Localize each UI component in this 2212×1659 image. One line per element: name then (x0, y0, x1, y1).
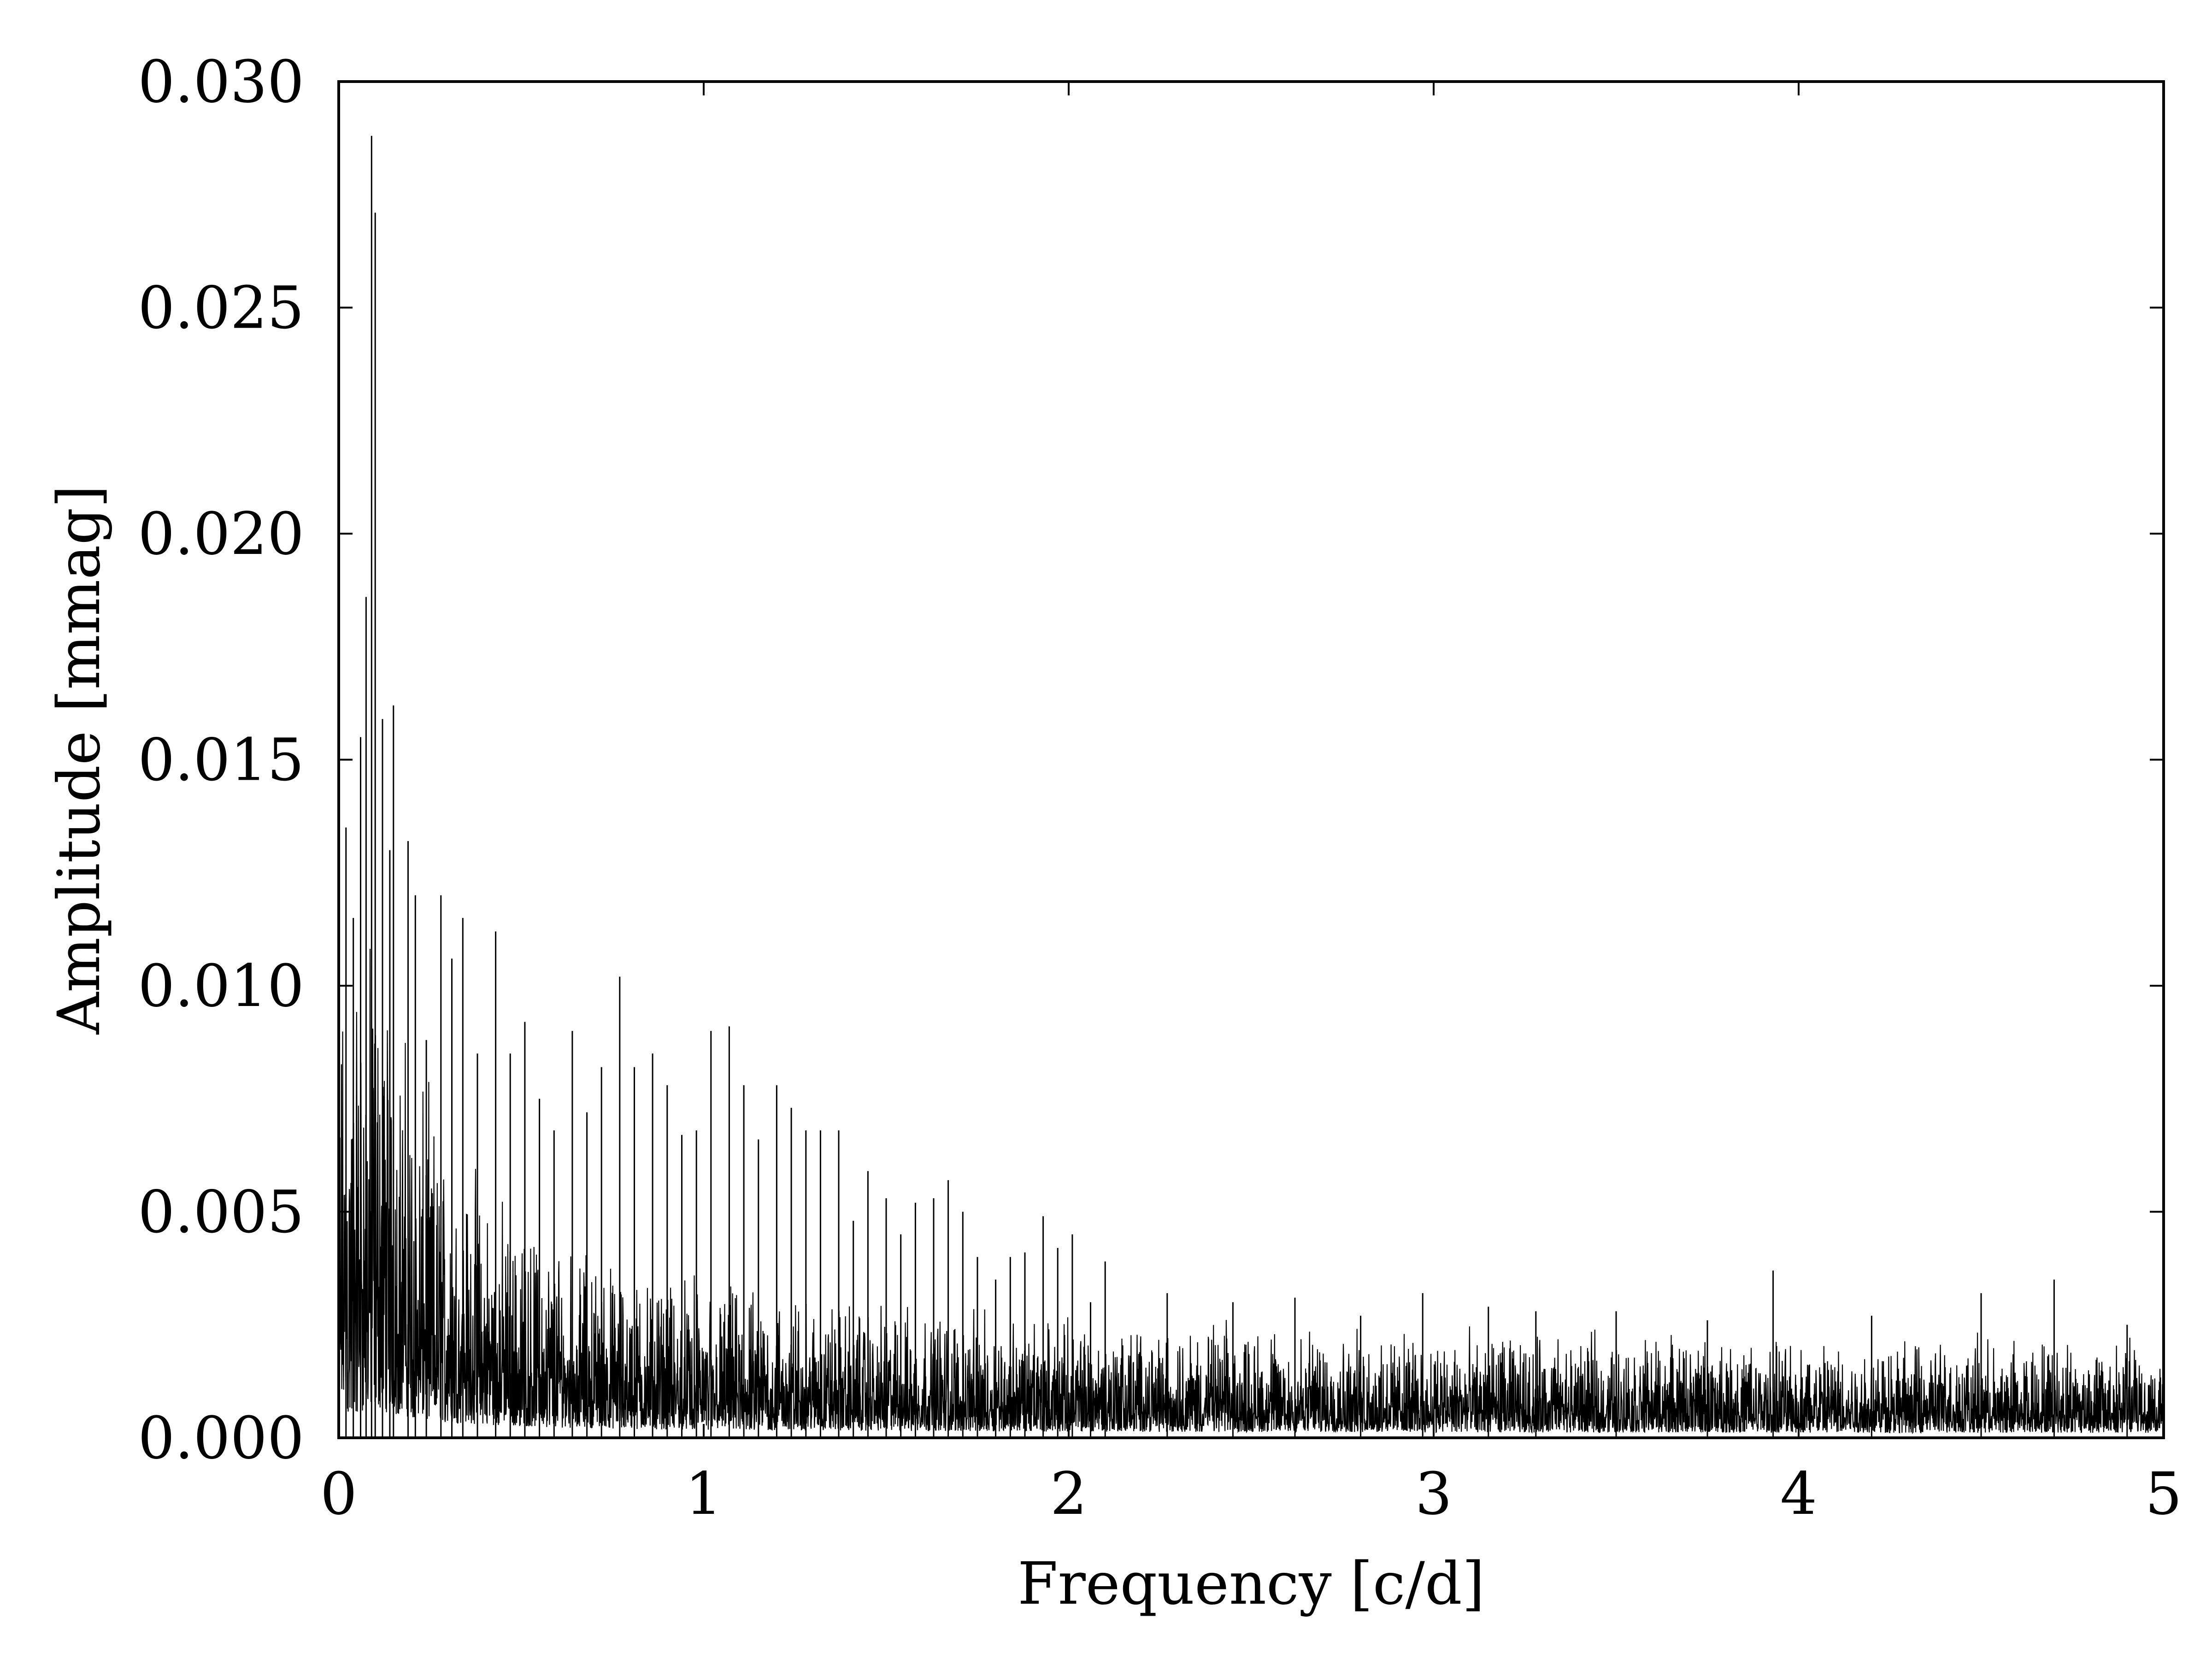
y-tick-label-0: 0.000 (138, 1404, 304, 1472)
y-tick-label-3: 0.015 (138, 726, 304, 794)
x-tick-label-3: 3 (1415, 1460, 1452, 1528)
y-tick-label-2: 0.010 (138, 952, 304, 1020)
x-tick-label-0: 0 (320, 1460, 357, 1528)
x-tick-label-5: 5 (2145, 1460, 2182, 1528)
y-tick-label-6: 0.030 (138, 48, 304, 116)
spectrum-series (338, 135, 2165, 1438)
tick-labels: 0 1 2 3 4 5 0.000 0.005 0.010 0.015 0.020 0.025 0.03… (138, 48, 2182, 1528)
y-tick-label-1: 0.005 (138, 1178, 304, 1246)
x-tick-label-2: 2 (1050, 1460, 1087, 1528)
plot-frame (337, 80, 2165, 1439)
x-tick-label-4: 4 (1780, 1460, 1817, 1528)
y-tick-label-4: 0.020 (138, 500, 304, 568)
x-tick-label-1: 1 (685, 1460, 722, 1528)
y-axis-label: Amplitude [mmag] (45, 485, 113, 1035)
y-tick-label-5: 0.025 (138, 274, 304, 342)
spectrum-noise-line (338, 948, 2165, 1435)
x-axis-label: Frequency [c/d] (1018, 1550, 1485, 1618)
